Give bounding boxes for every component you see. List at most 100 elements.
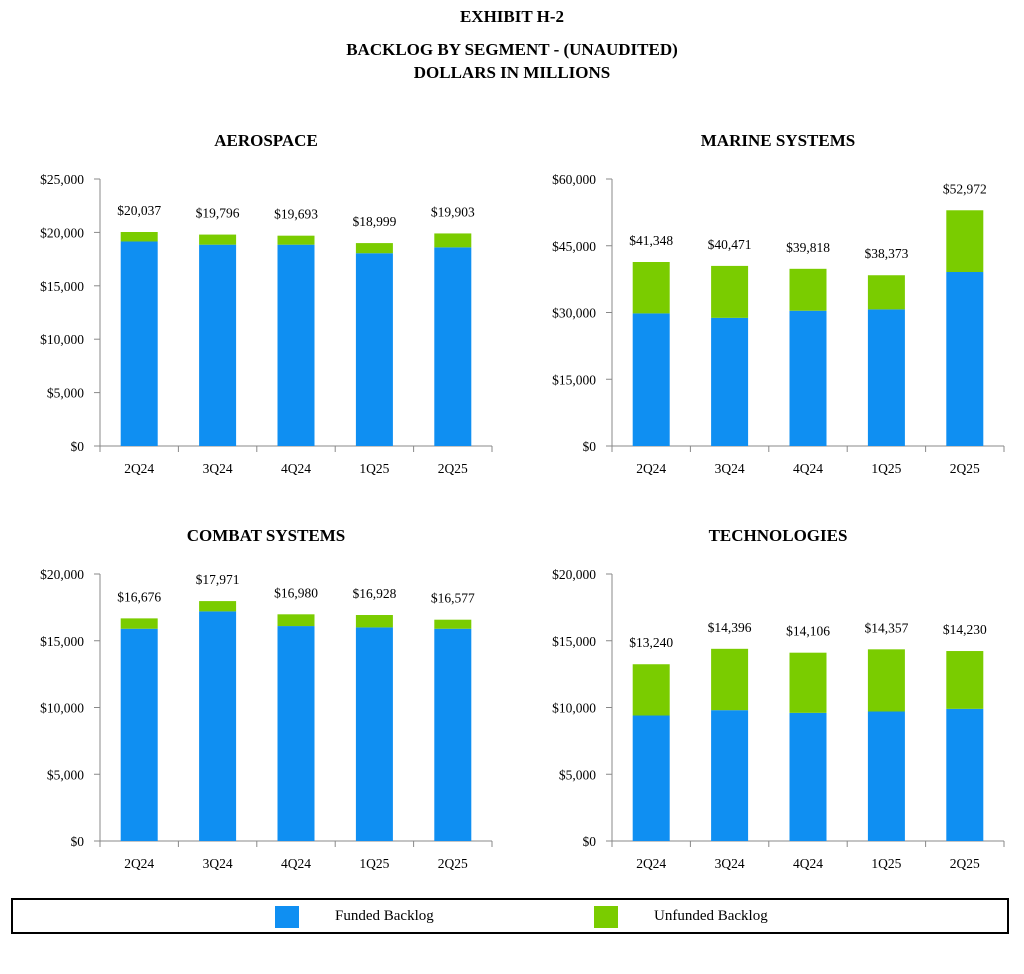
combat-systems-bar-unfunded-3q24 xyxy=(199,601,237,612)
technologies-total-label-4q24: $14,106 xyxy=(786,624,830,639)
legend-swatch-unfunded xyxy=(594,906,618,928)
aerospace-total-label-2q24: $20,037 xyxy=(117,203,161,218)
combat-systems-bar-funded-4q24 xyxy=(277,626,315,841)
combat-systems-bar-funded-3q24 xyxy=(199,611,237,841)
combat-systems-chart: COMBAT SYSTEMS $0 $5,000 $10,000 $15,000 $20,… xyxy=(40,526,493,871)
aerospace-y-tick-label: $15,000 xyxy=(40,279,84,294)
combat-systems-y-tick-label: $5,000 xyxy=(47,767,84,782)
aerospace-bar-funded-3q24 xyxy=(199,244,237,446)
combat-systems-x-tick-label-2q24: 2Q24 xyxy=(124,856,154,871)
combat-systems-bar-funded-1q25 xyxy=(355,627,393,841)
technologies-y-tick-label: $15,000 xyxy=(552,634,596,649)
aerospace-bar-unfunded-1q25 xyxy=(355,243,393,254)
technologies-bar-funded-2q24 xyxy=(632,715,670,841)
marine-systems-bar-funded-2q24 xyxy=(632,313,670,446)
technologies-bar-unfunded-2q25 xyxy=(946,651,984,709)
aerospace-y-tick-label: $25,000 xyxy=(40,172,84,187)
legend-swatch-funded xyxy=(275,906,299,928)
technologies-y-tick-label: $20,000 xyxy=(552,567,596,582)
combat-systems-bar-unfunded-2q24 xyxy=(120,618,158,629)
combat-systems-total-label-1q25: $16,928 xyxy=(352,586,396,601)
marine-systems-total-label-2q25: $52,972 xyxy=(943,181,987,196)
marine-systems-y-tick-label: $45,000 xyxy=(552,239,596,254)
technologies-total-label-3q24: $14,396 xyxy=(708,620,752,635)
technologies-bar-unfunded-2q24 xyxy=(632,664,670,716)
technologies-title: TECHNOLOGIES xyxy=(709,526,848,545)
technologies-x-tick-label-2q25: 2Q25 xyxy=(950,856,980,871)
technologies-x-tick-label-3q24: 3Q24 xyxy=(715,856,745,871)
aerospace-chart: AEROSPACE $0 $5,000 $10,000 $15,000 $20,000 $2… xyxy=(40,131,493,476)
combat-systems-x-tick-label-1q25: 1Q25 xyxy=(359,856,389,871)
marine-systems-bar-funded-4q24 xyxy=(789,310,827,446)
aerospace-total-label-4q24: $19,693 xyxy=(274,207,318,222)
aerospace-bar-funded-2q25 xyxy=(434,247,472,446)
technologies-y-tick-label: $0 xyxy=(583,834,597,849)
marine-systems-total-label-4q24: $39,818 xyxy=(786,240,830,255)
combat-systems-bar-unfunded-2q25 xyxy=(434,619,472,629)
technologies-y-tick-label: $5,000 xyxy=(559,767,596,782)
marine-systems-bar-unfunded-1q25 xyxy=(867,275,905,310)
aerospace-total-label-1q25: $18,999 xyxy=(352,214,396,229)
marine-systems-bar-unfunded-2q24 xyxy=(632,262,670,314)
exhibit-title: EXHIBIT H-2 xyxy=(459,7,565,26)
combat-systems-y-tick-label: $20,000 xyxy=(40,567,84,582)
marine-systems-bar-funded-1q25 xyxy=(867,309,905,446)
aerospace-bar-funded-4q24 xyxy=(277,244,315,446)
marine-systems-bar-unfunded-3q24 xyxy=(711,265,749,318)
marine-systems-title: MARINE SYSTEMS xyxy=(701,131,855,150)
combat-systems-y-tick-label: $0 xyxy=(71,834,85,849)
combat-systems-y-tick-label: $15,000 xyxy=(40,634,84,649)
chart-legend: Funded Backlog Unfunded Backlog xyxy=(11,898,1009,934)
aerospace-title: AEROSPACE xyxy=(214,131,318,150)
marine-systems-total-label-1q25: $38,373 xyxy=(864,246,908,261)
combat-systems-total-label-3q24: $17,971 xyxy=(196,572,240,587)
marine-systems-bar-unfunded-2q25 xyxy=(946,210,984,273)
technologies-total-label-1q25: $14,357 xyxy=(864,620,908,635)
marine-systems-y-tick-label: $30,000 xyxy=(552,306,596,321)
technologies-bar-unfunded-3q24 xyxy=(711,648,749,711)
combat-systems-title: COMBAT SYSTEMS xyxy=(187,526,346,545)
technologies-total-label-2q25: $14,230 xyxy=(943,622,987,637)
marine-systems-total-label-2q24: $41,348 xyxy=(629,233,673,248)
combat-systems-bar-unfunded-1q25 xyxy=(355,615,393,628)
aerospace-y-tick-label: $5,000 xyxy=(47,386,84,401)
aerospace-x-tick-label-2q25: 2Q25 xyxy=(438,461,468,476)
technologies-total-label-2q24: $13,240 xyxy=(629,635,673,650)
technologies-bar-funded-2q25 xyxy=(946,708,984,841)
marine-systems-bar-funded-2q25 xyxy=(946,272,984,446)
technologies-x-tick-label-1q25: 1Q25 xyxy=(871,856,901,871)
combat-systems-bar-funded-2q24 xyxy=(120,628,158,841)
marine-systems-y-tick-label: $0 xyxy=(583,439,597,454)
combat-systems-x-tick-label-4q24: 4Q24 xyxy=(281,856,311,871)
technologies-y-tick-label: $10,000 xyxy=(552,701,596,716)
marine-systems-bar-funded-3q24 xyxy=(711,317,749,446)
combat-systems-total-label-4q24: $16,980 xyxy=(274,585,318,600)
report-subtitle: BACKLOG BY SEGMENT - (UNAUDITED) xyxy=(346,40,678,59)
units-subtitle: DOLLARS IN MILLIONS xyxy=(413,63,611,82)
aerospace-bar-unfunded-4q24 xyxy=(277,235,315,245)
aerospace-bar-funded-2q24 xyxy=(120,241,158,446)
combat-systems-y-tick-label: $10,000 xyxy=(40,701,84,716)
aerospace-total-label-2q25: $19,903 xyxy=(431,204,475,219)
aerospace-x-tick-label-4q24: 4Q24 xyxy=(281,461,311,476)
marine-systems-x-tick-label-2q25: 2Q25 xyxy=(950,461,980,476)
marine-systems-y-tick-label: $15,000 xyxy=(552,372,596,387)
aerospace-x-tick-label-3q24: 3Q24 xyxy=(203,461,233,476)
technologies-chart: TECHNOLOGIES $0 $5,000 $10,000 $15,000 $20,00… xyxy=(552,526,1005,871)
aerospace-y-tick-label: $10,000 xyxy=(40,332,84,347)
marine-systems-x-tick-label-2q24: 2Q24 xyxy=(636,461,666,476)
technologies-bar-funded-4q24 xyxy=(789,712,827,841)
marine-systems-y-tick-label: $60,000 xyxy=(552,172,596,187)
technologies-x-tick-label-2q24: 2Q24 xyxy=(636,856,666,871)
marine-systems-x-tick-label-4q24: 4Q24 xyxy=(793,461,823,476)
aerospace-total-label-3q24: $19,796 xyxy=(196,206,240,221)
marine-systems-x-tick-label-1q25: 1Q25 xyxy=(871,461,901,476)
legend-label-funded: Funded Backlog xyxy=(335,908,434,924)
aerospace-y-tick-label: $20,000 xyxy=(40,225,84,240)
aerospace-y-tick-label: $0 xyxy=(71,439,85,454)
technologies-x-tick-label-4q24: 4Q24 xyxy=(793,856,823,871)
combat-systems-total-label-2q25: $16,577 xyxy=(431,591,475,606)
technologies-bar-funded-3q24 xyxy=(711,710,749,841)
aerospace-bar-unfunded-2q25 xyxy=(434,233,472,248)
aerospace-bar-unfunded-3q24 xyxy=(199,234,237,245)
